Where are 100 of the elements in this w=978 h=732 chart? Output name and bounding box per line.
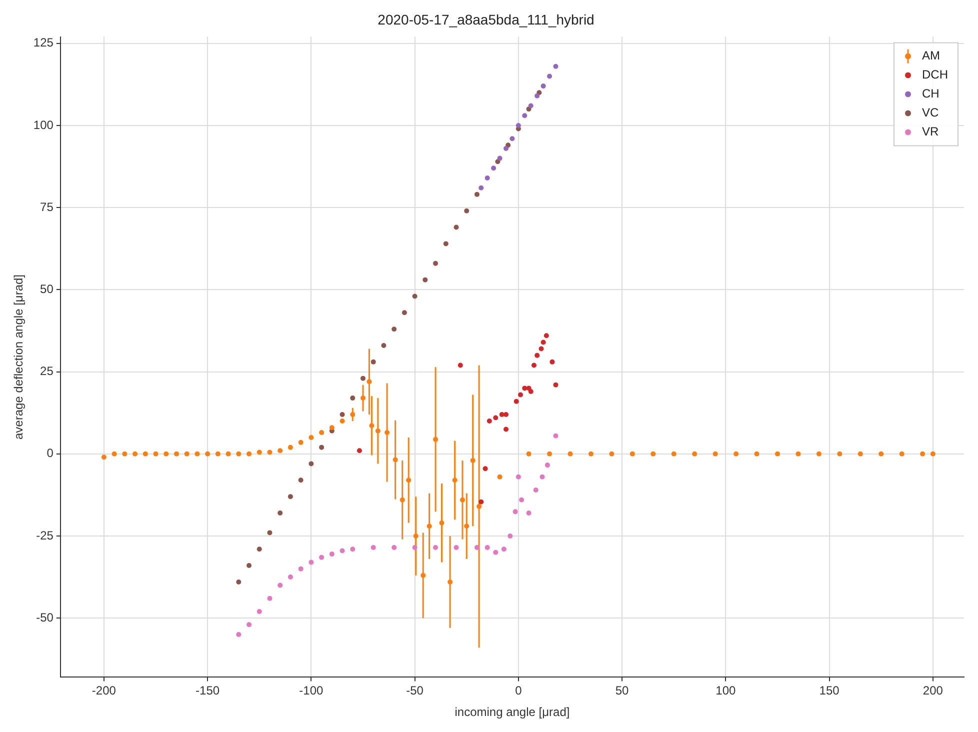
point [544, 333, 549, 338]
point [412, 294, 418, 299]
point [484, 544, 490, 550]
legend-label: VC [922, 106, 940, 120]
legend-label: VR [922, 124, 940, 139]
x-tick-label: -100 [299, 684, 324, 698]
point [528, 103, 534, 108]
point [512, 509, 518, 514]
point [491, 166, 496, 171]
point [516, 474, 521, 480]
point [236, 632, 242, 638]
y-tick-label: -25 [36, 528, 54, 542]
point [308, 560, 314, 565]
x-tick-label: 150 [819, 684, 840, 698]
x-tick-label: 0 [515, 684, 522, 698]
point [522, 113, 528, 118]
point [503, 412, 508, 417]
point [538, 346, 544, 352]
point [433, 544, 438, 550]
point [288, 494, 293, 500]
point [267, 596, 272, 601]
point [508, 533, 513, 538]
point [433, 260, 438, 266]
point [340, 548, 345, 554]
legend-label: DCH [922, 68, 948, 82]
point [553, 64, 558, 69]
x-tick-label: 100 [716, 684, 736, 698]
point [501, 546, 506, 552]
point [360, 376, 366, 381]
point [356, 448, 362, 454]
point [506, 142, 511, 148]
point [298, 566, 304, 572]
x-tick-label: 200 [922, 684, 944, 698]
point [246, 563, 252, 568]
point [308, 461, 314, 466]
point [540, 340, 546, 345]
point [288, 574, 293, 580]
point [381, 343, 386, 348]
point [540, 84, 546, 89]
point [516, 122, 521, 128]
point [478, 185, 484, 190]
point [267, 530, 272, 536]
y-tick-label: 75 [40, 200, 54, 214]
point [526, 510, 532, 516]
point [319, 554, 324, 560]
point [514, 398, 519, 404]
y-tick-label: 25 [40, 364, 54, 378]
point [458, 362, 463, 368]
point [350, 546, 356, 552]
point [474, 192, 480, 197]
y-tick-label: 125 [33, 36, 54, 50]
point [236, 579, 242, 584]
point [484, 176, 490, 181]
point [528, 388, 534, 394]
point [370, 544, 376, 550]
point [518, 392, 523, 398]
point [540, 474, 545, 480]
point [553, 382, 558, 388]
point [531, 362, 536, 368]
point [493, 415, 498, 420]
point [534, 352, 540, 358]
point [503, 426, 508, 432]
point [256, 546, 262, 552]
point [402, 310, 407, 316]
y-axis-title: average deflection angle [μrad] [12, 274, 26, 440]
y-tick-label: -50 [36, 610, 54, 624]
point [278, 510, 283, 516]
point [464, 208, 470, 214]
x-tick-label: -50 [406, 684, 424, 698]
point [329, 552, 334, 557]
y-tick-label: 0 [46, 446, 54, 460]
point [392, 326, 397, 332]
point [422, 277, 428, 282]
point [412, 544, 418, 550]
point [486, 418, 492, 424]
point [519, 497, 524, 502]
point [256, 609, 262, 614]
point [547, 74, 552, 79]
legend-label: AM [922, 48, 940, 63]
point [482, 466, 488, 472]
point [370, 359, 376, 364]
point [497, 156, 502, 161]
x-tick-label: -200 [92, 684, 116, 698]
point [278, 582, 283, 588]
x-tick-label: -150 [196, 684, 220, 698]
point [474, 544, 480, 550]
chart-title: 2020-05-17_a8aa5bda_111_hybrid [378, 11, 594, 28]
point [454, 224, 459, 230]
y-tick-label: 50 [40, 282, 54, 296]
point [553, 433, 558, 438]
point [493, 550, 498, 555]
point [544, 462, 550, 468]
point [340, 412, 345, 417]
x-tick-label: 50 [615, 684, 630, 698]
point [350, 396, 356, 401]
x-axis-title: incoming angle [μrad] [454, 705, 570, 720]
point [478, 499, 484, 504]
point [522, 386, 528, 391]
point [392, 544, 397, 550]
point [550, 359, 555, 364]
